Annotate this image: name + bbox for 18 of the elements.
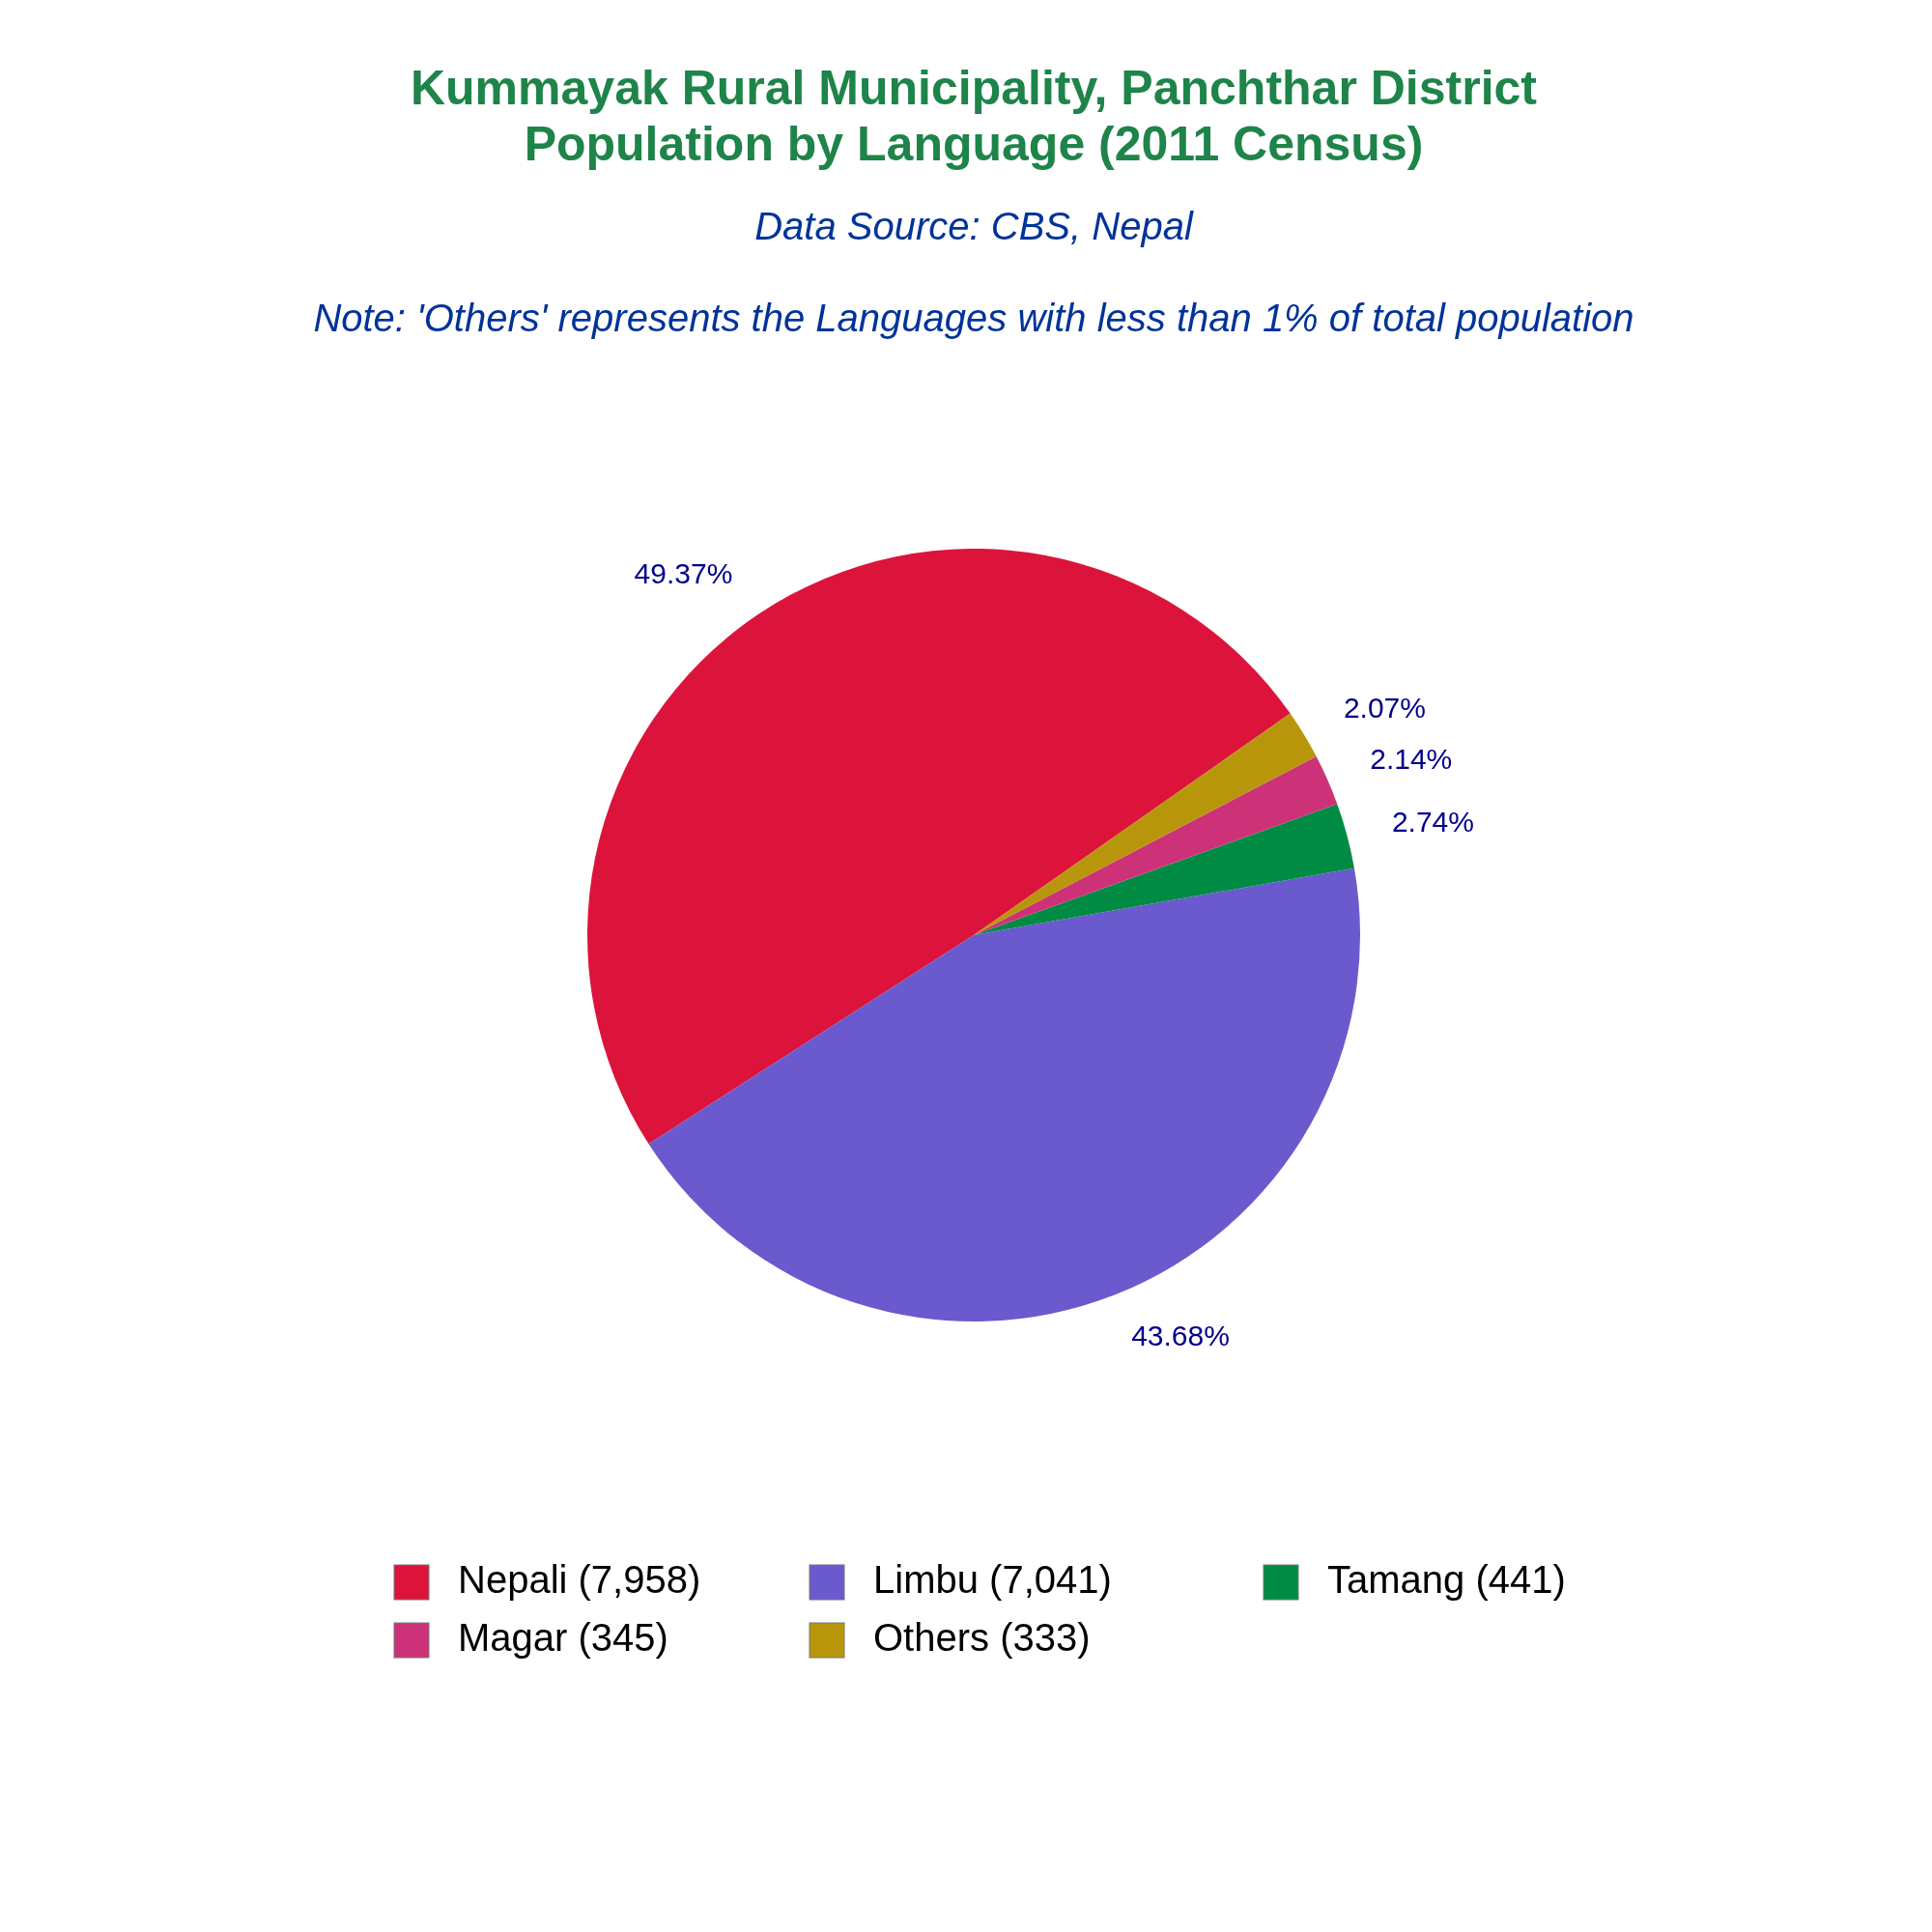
chart-title: Kummayak Rural Municipality, Panchthar District Population by Language (2011 Census) — [410, 61, 1538, 171]
data-label: 43.68% — [1131, 1320, 1230, 1352]
pie-slice — [587, 549, 1291, 1145]
pie-slice — [974, 804, 1354, 935]
data-label: 49.37% — [634, 556, 733, 589]
data-label: 2.14% — [1370, 742, 1453, 775]
chart-subtitle: Data Source: CBS, Nepal — [754, 205, 1194, 247]
data-label: 2.74% — [1391, 805, 1474, 838]
legend-label: Limbu (7,041) — [873, 1557, 1112, 1601]
legend-label: Tamang (441) — [1327, 1557, 1566, 1601]
text: Note: 'Others' represents the Languages with less than 1% of total population — [313, 297, 1634, 339]
data-label: 2.07% — [1343, 692, 1426, 724]
pie-slice — [648, 867, 1360, 1321]
pie-slice — [974, 756, 1338, 935]
legend-label: Nepali (7,958) — [458, 1557, 701, 1601]
pie-slice — [974, 713, 1317, 935]
legend-label: Magar (345) — [458, 1615, 668, 1659]
legend-label: Others (333) — [873, 1615, 1091, 1659]
